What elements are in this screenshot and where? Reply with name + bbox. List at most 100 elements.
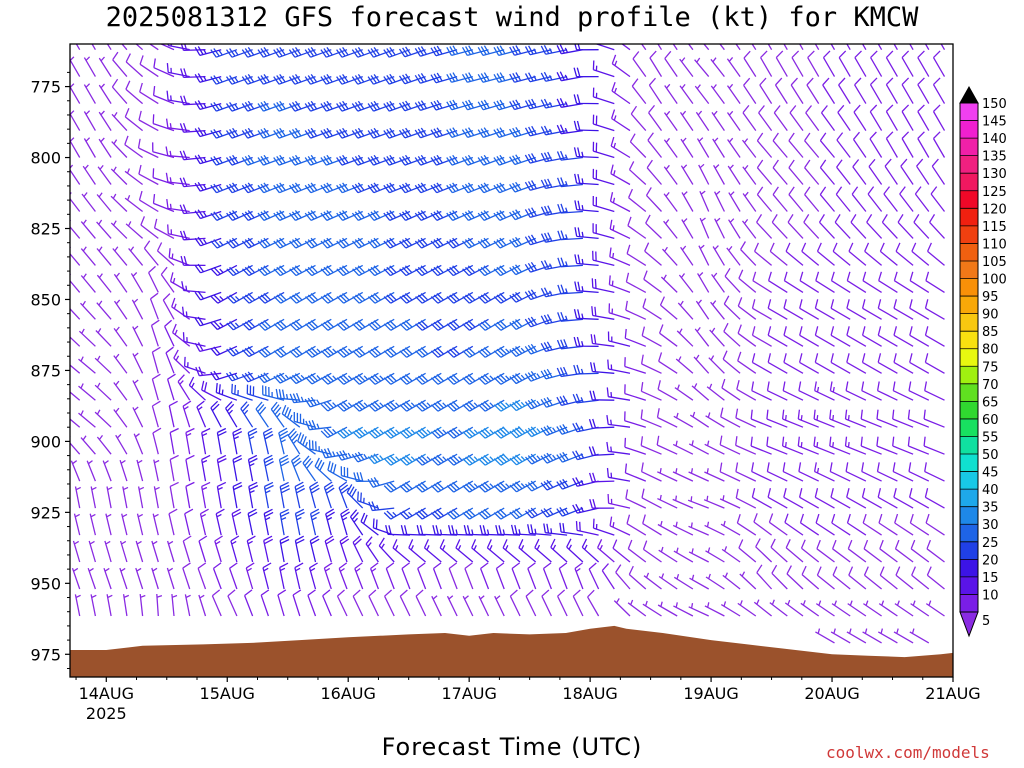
wind-barb — [540, 341, 568, 353]
wind-barb — [179, 95, 206, 106]
wind-barb — [844, 436, 867, 455]
wind-barb — [612, 539, 631, 563]
wind-barb — [677, 300, 694, 320]
wind-barb — [430, 210, 458, 221]
wind-barb — [509, 99, 536, 111]
wind-barb — [227, 589, 238, 617]
wind-barb — [351, 127, 379, 139]
wind-barb — [542, 562, 553, 590]
wind-barb — [907, 436, 930, 455]
wind-barb — [556, 478, 584, 490]
wind-barb — [83, 137, 96, 158]
wind-barb — [646, 159, 662, 185]
wind-barb — [464, 562, 474, 590]
wind-barb — [273, 264, 301, 277]
wind-barb — [139, 55, 159, 78]
wind-barb — [924, 488, 945, 509]
wind-barb — [727, 164, 741, 185]
wind-barb — [597, 539, 615, 563]
wind-barb — [148, 265, 159, 293]
colorbar-bottom-arrow — [959, 611, 979, 638]
wind-barb — [125, 221, 144, 239]
wind-barb — [641, 488, 662, 509]
wind-barb — [159, 44, 175, 51]
wind-barb — [781, 436, 804, 455]
wind-barb — [893, 326, 914, 347]
wind-barb — [133, 433, 144, 455]
wind-barb — [477, 72, 505, 83]
wind-barb — [822, 77, 836, 104]
colorbar-segment — [960, 313, 978, 332]
wind-barb — [721, 378, 741, 401]
wind-barb — [242, 264, 269, 277]
wind-barb — [493, 127, 521, 139]
wind-barb — [151, 373, 161, 401]
wind-barb — [399, 589, 411, 617]
wind-barb — [232, 427, 243, 455]
wind-barb — [853, 104, 867, 131]
colorbar-segment — [960, 401, 978, 420]
wind-barb — [232, 481, 243, 509]
wind-barb — [171, 594, 178, 617]
wind-barb — [829, 381, 851, 401]
wind-barb — [877, 353, 898, 374]
wind-barb — [572, 589, 584, 617]
wind-barb — [916, 158, 930, 185]
wind-barb — [378, 537, 395, 563]
wind-barb — [273, 127, 301, 139]
wind-barb — [659, 296, 678, 320]
wind-barb — [96, 246, 112, 266]
wind-barb — [241, 74, 269, 85]
colorbar-segment — [960, 138, 978, 157]
wind-barb — [232, 454, 243, 482]
wind-barb — [171, 297, 191, 320]
wind-barb — [463, 525, 489, 536]
wind-barb — [917, 104, 930, 131]
x-tick-label: 18AUG — [562, 684, 617, 703]
wind-barb — [351, 154, 379, 166]
wind-barb — [695, 110, 710, 131]
wind-barb — [351, 74, 379, 85]
wind-barb — [540, 178, 568, 190]
wind-barb — [901, 104, 914, 131]
wind-barb — [367, 477, 395, 488]
wind-barb — [819, 186, 835, 212]
wind-barb — [210, 264, 238, 277]
wind-barb — [392, 539, 411, 563]
wind-barb — [273, 237, 301, 249]
wind-barb — [169, 481, 179, 509]
wind-barb — [830, 44, 836, 51]
wind-barb — [168, 400, 178, 428]
wind-barb — [648, 104, 663, 131]
wind-barb — [751, 299, 772, 320]
wind-barb — [591, 306, 615, 320]
wind-barb — [446, 99, 473, 111]
wind-barb — [927, 242, 945, 266]
wind-barb — [257, 264, 285, 277]
wind-barb — [353, 472, 379, 483]
wind-barb — [758, 105, 773, 131]
wind-barb — [461, 45, 489, 57]
wind-barb — [847, 600, 867, 617]
wind-barb — [829, 436, 851, 455]
wind-barb — [153, 459, 160, 482]
wind-barb — [644, 242, 662, 266]
wind-barb — [799, 326, 820, 347]
wind-barb — [784, 513, 804, 536]
wind-barb — [113, 380, 128, 401]
wind-barb — [414, 210, 442, 221]
wind-barb — [257, 372, 285, 384]
wind-barb — [336, 210, 363, 221]
wind-barb — [304, 264, 332, 277]
wind-barb — [524, 125, 552, 137]
wind-barb — [627, 539, 647, 563]
wind-barb — [704, 468, 725, 482]
wind-barb — [524, 289, 552, 301]
wind-barb — [869, 131, 883, 158]
wind-barb — [320, 237, 348, 249]
wind-barb — [493, 45, 521, 57]
wind-barb — [556, 424, 584, 435]
wind-barb — [325, 508, 335, 536]
wind-barb — [78, 356, 96, 374]
wind-barb — [132, 352, 144, 374]
